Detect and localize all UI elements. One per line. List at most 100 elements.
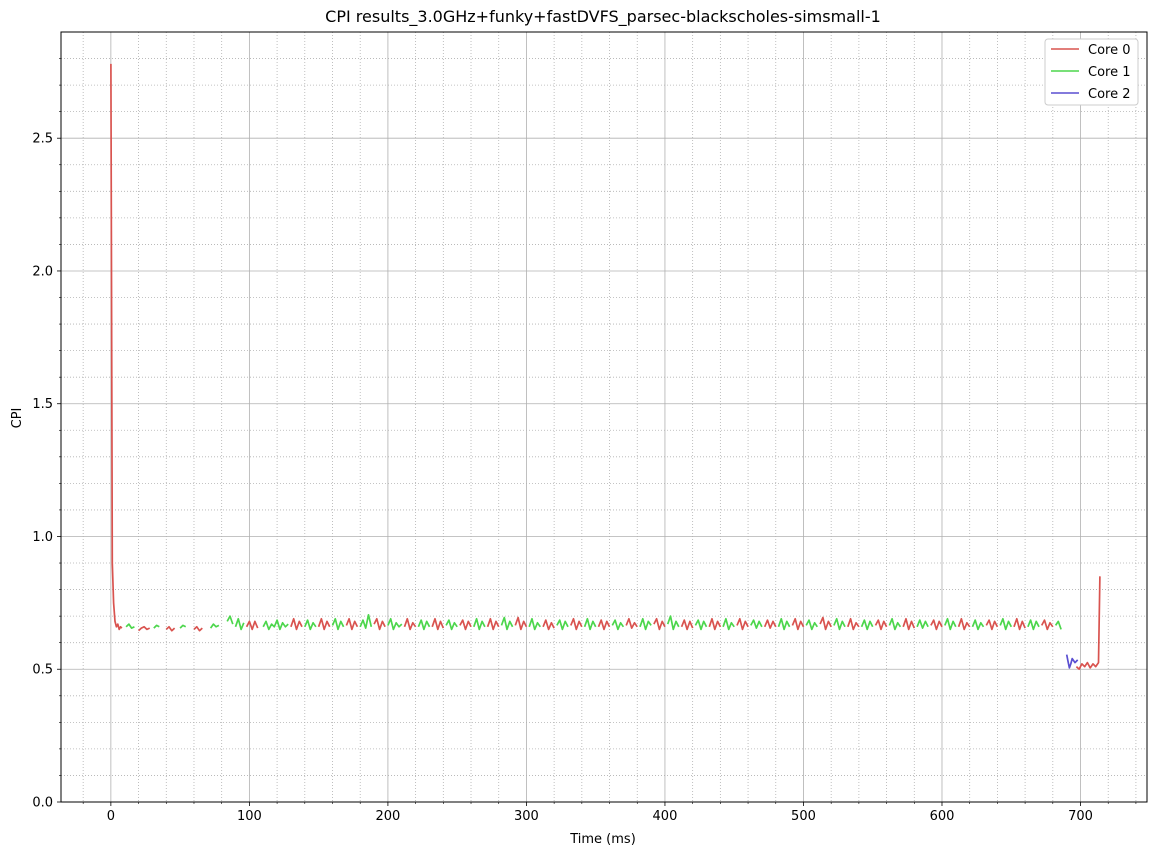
series-line-segment bbox=[387, 617, 403, 631]
series-line-segment bbox=[331, 617, 345, 631]
series-line-segment bbox=[902, 617, 916, 631]
series-line-segment bbox=[833, 617, 846, 631]
y-tick-label: 1.0 bbox=[32, 530, 53, 545]
series-line-segment bbox=[999, 617, 1013, 631]
series-line-segment bbox=[985, 619, 999, 631]
x-tick-label: 0 bbox=[107, 809, 115, 824]
x-tick-label: 700 bbox=[1068, 809, 1093, 824]
series-line-segment bbox=[345, 617, 359, 631]
series-line-segment bbox=[791, 617, 805, 631]
legend: Core 0 Core 1 Core 2 bbox=[1044, 38, 1139, 106]
series-line-segment bbox=[570, 617, 583, 631]
series-line-segment bbox=[860, 619, 874, 631]
series-line-segment bbox=[500, 616, 514, 631]
series-line-segment bbox=[888, 617, 902, 631]
series-layer bbox=[110, 63, 1101, 671]
series-line-segment bbox=[417, 619, 431, 631]
series-line-segment bbox=[359, 613, 373, 629]
series-line-segment bbox=[653, 617, 666, 631]
series-core-2 bbox=[1065, 654, 1079, 669]
series-line-segment bbox=[125, 623, 135, 629]
series-line-segment bbox=[542, 619, 555, 631]
x-tick-label: 500 bbox=[791, 809, 816, 824]
legend-box bbox=[1044, 38, 1139, 106]
series-line-segment bbox=[262, 619, 289, 631]
series-line-segment bbox=[193, 625, 203, 632]
series-line-segment bbox=[708, 617, 722, 631]
series-core-1 bbox=[125, 613, 1062, 631]
series-line-segment bbox=[750, 619, 763, 629]
series-line-segment bbox=[472, 617, 486, 631]
series-line-segment bbox=[290, 617, 303, 631]
series-line-segment bbox=[930, 619, 943, 631]
series-line-segment bbox=[403, 617, 417, 631]
series-line-segment bbox=[226, 615, 234, 625]
y-axis: 0.0 0.5 1.0 1.5 2.0 2.5 bbox=[32, 58, 61, 811]
series-line-segment bbox=[110, 63, 123, 631]
legend-label-core-2: Core 2 bbox=[1088, 87, 1131, 102]
series-line-segment bbox=[846, 617, 860, 631]
legend-label-core-0: Core 0 bbox=[1088, 43, 1131, 58]
series-line-segment bbox=[680, 619, 694, 631]
series-line-segment bbox=[639, 617, 652, 631]
series-line-segment bbox=[179, 624, 187, 629]
series-line-segment bbox=[874, 619, 888, 631]
series-line-segment bbox=[1040, 619, 1054, 631]
major-grid bbox=[61, 32, 1147, 802]
series-line-segment bbox=[1065, 654, 1079, 669]
series-line-segment bbox=[459, 619, 472, 631]
y-tick-label: 2.0 bbox=[32, 264, 53, 279]
x-tick-label: 200 bbox=[375, 809, 400, 824]
series-line-segment bbox=[445, 619, 458, 631]
series-line-segment bbox=[722, 617, 735, 631]
series-line-segment bbox=[1075, 576, 1101, 671]
series-line-segment bbox=[805, 619, 819, 631]
series-line-segment bbox=[957, 617, 971, 631]
series-line-segment bbox=[556, 619, 569, 631]
series-line-segment bbox=[666, 615, 680, 631]
series-line-segment bbox=[597, 619, 611, 631]
y-axis-label: CPI bbox=[10, 408, 25, 429]
series-line-segment bbox=[514, 616, 528, 631]
legend-label-core-1: Core 1 bbox=[1088, 65, 1131, 80]
series-line-segment bbox=[694, 619, 708, 631]
x-tick-label: 100 bbox=[237, 809, 262, 824]
series-line-segment bbox=[153, 624, 160, 629]
series-line-segment bbox=[431, 617, 445, 631]
x-tick-label: 600 bbox=[930, 809, 955, 824]
x-axis: 0 100 200 300 400 500 600 700 bbox=[82, 802, 1137, 824]
series-line-segment bbox=[486, 617, 500, 631]
series-line-segment bbox=[528, 617, 541, 631]
chart-title: CPI results_3.0GHz+funky+fastDVFS_parsec… bbox=[325, 7, 881, 27]
y-tick-label: 0.0 bbox=[32, 796, 53, 811]
series-line-segment bbox=[1054, 620, 1062, 630]
series-line-segment bbox=[763, 619, 777, 629]
series-line-segment bbox=[611, 619, 625, 631]
series-line-segment bbox=[777, 617, 791, 631]
series-line-segment bbox=[317, 617, 331, 631]
series-line-segment bbox=[819, 616, 832, 631]
series-core-0 bbox=[110, 63, 1101, 671]
series-line-segment bbox=[245, 620, 259, 631]
series-line-segment bbox=[916, 619, 929, 629]
series-line-segment bbox=[736, 617, 749, 631]
series-line-segment bbox=[209, 623, 220, 629]
series-line-segment bbox=[165, 625, 176, 632]
plot-frame bbox=[60, 31, 1148, 803]
series-line-segment bbox=[373, 617, 386, 631]
series-line-segment bbox=[1013, 617, 1026, 631]
x-tick-label: 400 bbox=[653, 809, 678, 824]
series-line-segment bbox=[971, 619, 985, 631]
series-line-segment bbox=[944, 617, 957, 631]
plot-area bbox=[61, 32, 1147, 802]
series-line-segment bbox=[304, 619, 317, 631]
series-line-segment bbox=[583, 617, 597, 631]
y-tick-label: 0.5 bbox=[32, 663, 53, 678]
y-tick-label: 1.5 bbox=[32, 397, 53, 412]
series-line-segment bbox=[138, 625, 151, 632]
minor-grid bbox=[61, 32, 1147, 802]
x-axis-label: Time (ms) bbox=[569, 832, 636, 847]
x-tick-label: 300 bbox=[514, 809, 539, 824]
series-line-segment bbox=[625, 617, 638, 629]
